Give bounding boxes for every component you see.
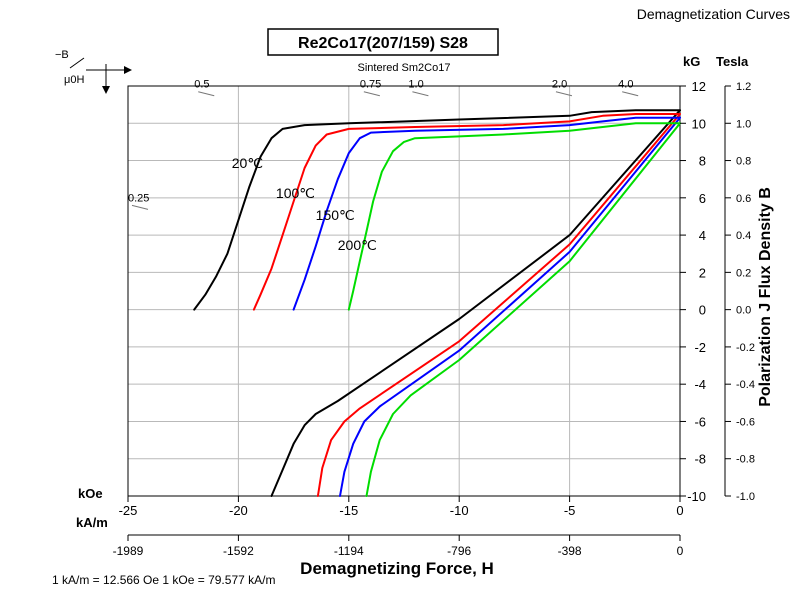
x-unit-kam: kA/m — [76, 515, 108, 530]
y-tick-label-kg: -2 — [694, 340, 706, 355]
permeance-mark — [131, 204, 149, 210]
x-tick-label-koe: -15 — [339, 503, 358, 518]
corner-slash — [69, 57, 85, 69]
x-tick-label-koe: -25 — [119, 503, 138, 518]
title-box — [267, 28, 499, 56]
x-tick-label-kam: -796 — [447, 544, 471, 558]
curve-label-1: 100℃ — [276, 185, 315, 201]
curve-b-2 — [339, 116, 681, 497]
y-axis-title: Polarization J Flux Density B — [757, 187, 774, 407]
chart-subtitle: Sintered Sm2Co17 — [358, 62, 451, 74]
y-tick-label-kg: 2 — [699, 265, 706, 280]
permeance-mark — [198, 91, 215, 97]
chart-title: Re2Co17(207/159) S28 — [298, 35, 468, 52]
y-tick-label-tesla: 0.4 — [736, 230, 751, 242]
y-tick-label-tesla: -0.2 — [736, 342, 755, 354]
corner-label-b: −B — [55, 49, 69, 61]
curve-j-3 — [347, 122, 681, 311]
x-unit-koe: kOe — [78, 486, 103, 501]
x-tick-label-kam: -1194 — [334, 544, 364, 558]
x-tick-label-kam: -1592 — [223, 544, 254, 558]
permeance-label: 4.0 — [618, 79, 633, 91]
y-tick-label-tesla: 1.2 — [736, 81, 751, 93]
y-tick-label-kg: 6 — [699, 191, 706, 206]
curve-b-3 — [365, 122, 681, 497]
curve-label-0: 20℃ — [232, 155, 263, 171]
grid — [128, 86, 680, 496]
y-tick-label-tesla: -0.4 — [736, 379, 755, 391]
series-curves — [193, 109, 681, 497]
y-tick-label-tesla: -0.8 — [736, 454, 755, 466]
y-tick-label-tesla: -0.6 — [736, 416, 755, 428]
y-tick-label-kg: -8 — [694, 452, 706, 467]
y-tick-label-tesla: 0.0 — [736, 305, 751, 317]
permeance-label: 2.0 — [552, 79, 567, 91]
x-tick-label-koe: -10 — [450, 503, 469, 518]
permeance-mark — [555, 91, 573, 97]
permeance-label: 1.0 — [408, 79, 423, 91]
x-tick-label-koe: -5 — [564, 503, 576, 518]
axis-ticks: -25 -20 -15 -10 -5 0-1989 -1592 -1194 -796 -398 01… — [113, 79, 755, 558]
permeance-label: 0.75 — [360, 79, 381, 91]
y-tick-label-kg: 4 — [699, 228, 706, 243]
curve-j-2 — [292, 116, 681, 311]
y-tick-label-kg: -4 — [694, 377, 706, 392]
y-tick-label-kg: 0 — [699, 303, 706, 318]
corner-label-h: μ0H — [64, 74, 84, 86]
y-tick-label-tesla: 0.8 — [736, 156, 751, 168]
y-tick-label-tesla: 0.2 — [736, 267, 751, 279]
y-tick-label-tesla: 0.6 — [736, 193, 751, 205]
plot-frame — [127, 85, 681, 497]
x-tick-label-kam: -1989 — [113, 544, 144, 558]
curve-label-2: 150℃ — [316, 207, 355, 223]
x-tick-label-koe: 0 — [676, 503, 683, 518]
x-tick-label-koe: -20 — [229, 503, 248, 518]
y-tick-label-tesla: 1.0 — [736, 118, 751, 130]
x-axis-title: Demagnetizing Force, H — [300, 559, 494, 578]
header-caption: Demagnetization Curves — [637, 6, 790, 22]
y-tick-label-kg: -10 — [687, 489, 706, 504]
y-tick-label-kg: 10 — [692, 116, 706, 131]
permeance-mark — [622, 91, 639, 97]
permeance-mark — [363, 91, 380, 97]
permeance-lines: 0.5 0.75 1.0 2.0 4.0 0.25 — [128, 79, 639, 210]
curve-b-1 — [316, 113, 681, 497]
x-tick-label-kam: 0 — [677, 544, 684, 558]
y-unit-kg: kG — [683, 54, 700, 69]
corner-arrowhead-h — [124, 66, 132, 74]
x-tick-label-kam: -398 — [558, 544, 582, 558]
curve-j-1 — [252, 113, 681, 311]
y-unit-tesla: Tesla — [716, 54, 749, 69]
permeance-mark — [412, 91, 429, 97]
conversion-note: 1 kA/m = 12.566 Oe 1 kOe = 79.577 kA/m — [52, 573, 275, 587]
y-tick-label-kg: 12 — [692, 79, 706, 94]
curve-j-0 — [193, 109, 681, 311]
y-tick-label-kg: -6 — [694, 414, 706, 429]
permeance-label: 0.5 — [194, 79, 209, 91]
curve-label-3: 200℃ — [338, 237, 377, 253]
y-tick-label-kg: 8 — [699, 154, 706, 169]
curve-b-0 — [270, 109, 681, 497]
y-tick-label-tesla: -1.0 — [736, 491, 755, 503]
permeance-label: 0.25 — [128, 192, 149, 204]
corner-arrowhead-v — [102, 86, 110, 94]
